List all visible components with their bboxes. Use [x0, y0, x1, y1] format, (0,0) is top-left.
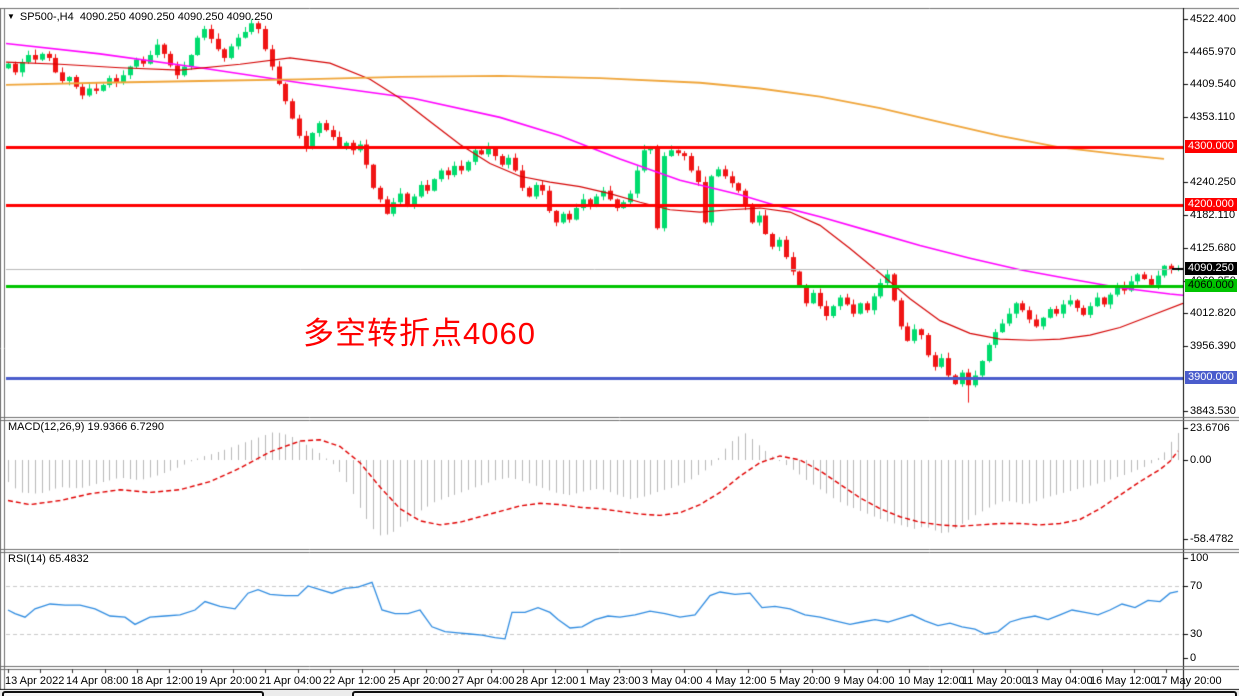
time-axis-label: 21 Apr 04:00: [259, 675, 322, 687]
time-axis-label: 16 May 12:00: [1090, 675, 1157, 687]
price-axis-label: 4125.680: [1190, 242, 1236, 255]
price-axis-label: 3956.390: [1190, 339, 1236, 352]
taskbar-box-right[interactable]: [352, 691, 1237, 696]
time-axis-label: 18 Apr 12:00: [131, 675, 194, 687]
macd-axis-label: -58.4782: [1190, 533, 1234, 546]
time-axis-label: 13 May 04:00: [1026, 675, 1093, 687]
time-axis-label: 5 May 20:00: [770, 675, 831, 687]
rsi-indicator-label: RSI(14) 65.4832: [8, 553, 89, 565]
symbol-period-label: SP500-,H4: [19, 11, 74, 23]
price-level-badge[interactable]: 4200.000: [1185, 198, 1237, 212]
time-axis-label: 27 Apr 04:00: [452, 675, 515, 687]
price-axis-label: 4182.110: [1190, 209, 1236, 222]
time-axis-label: 28 Apr 12:00: [516, 675, 579, 687]
price-axis-label: 4465.970: [1190, 45, 1236, 58]
price-axis-label: 4240.250: [1190, 175, 1236, 188]
price-level-badge[interactable]: 4060.000: [1185, 278, 1237, 292]
time-axis-label: 9 May 04:00: [834, 675, 895, 687]
price-axis-label: 4522.400: [1190, 13, 1236, 25]
bottom-strip: [0, 690, 1239, 696]
price-level-badge[interactable]: 4300.000: [1185, 140, 1237, 154]
rsi-axis-label: 100: [1190, 552, 1209, 564]
time-axis-label: 13 Apr 2022: [5, 675, 65, 687]
price-axis-label: 4012.820: [1190, 307, 1236, 320]
time-axis-label: 10 May 12:00: [898, 675, 965, 687]
price-level-badge[interactable]: 4090.250: [1185, 261, 1237, 275]
time-axis-label: 4 May 12:00: [706, 675, 767, 687]
price-axis-label: 4353.110: [1190, 110, 1236, 123]
time-axis-label: 22 Apr 12:00: [323, 675, 386, 687]
rsi-axis-label: 70: [1190, 580, 1203, 592]
rsi-axis-label: 30: [1190, 628, 1203, 640]
symbol-dropdown-icon[interactable]: ▼: [7, 12, 15, 21]
price-axis-label: 4409.540: [1190, 78, 1236, 91]
price-level-badge[interactable]: 3900.000: [1185, 371, 1237, 385]
taskbar-box-left[interactable]: [2, 691, 264, 696]
time-axis-label: 17 May 20:00: [1155, 675, 1222, 687]
time-axis-label: 14 Apr 08:00: [66, 675, 129, 687]
macd-axis-label: 23.6706: [1190, 422, 1230, 434]
ohlc-values: 4090.250 4090.250 4090.250 4090.250: [79, 11, 273, 23]
time-axis-label: 3 May 04:00: [642, 675, 703, 687]
macd-axis-label: 0.00: [1190, 454, 1212, 466]
chart-annotation-text[interactable]: 多空转折点4060: [303, 316, 536, 351]
rsi-axis-label: 0: [1190, 652, 1197, 664]
time-axis-label: 11 May 20:00: [962, 675, 1028, 687]
time-axis-label: 19 Apr 20:00: [195, 675, 258, 687]
time-axis-label: 25 Apr 20:00: [388, 675, 451, 687]
time-axis-label: 1 May 23:00: [580, 675, 641, 687]
chart-title: ▼ SP500-,H4 4090.250 4090.250 4090.250 40…: [7, 11, 273, 23]
macd-indicator-label: MACD(12,26,9) 19.9366 6.7290: [8, 421, 164, 433]
price-axis-label: 3843.530: [1190, 404, 1236, 417]
